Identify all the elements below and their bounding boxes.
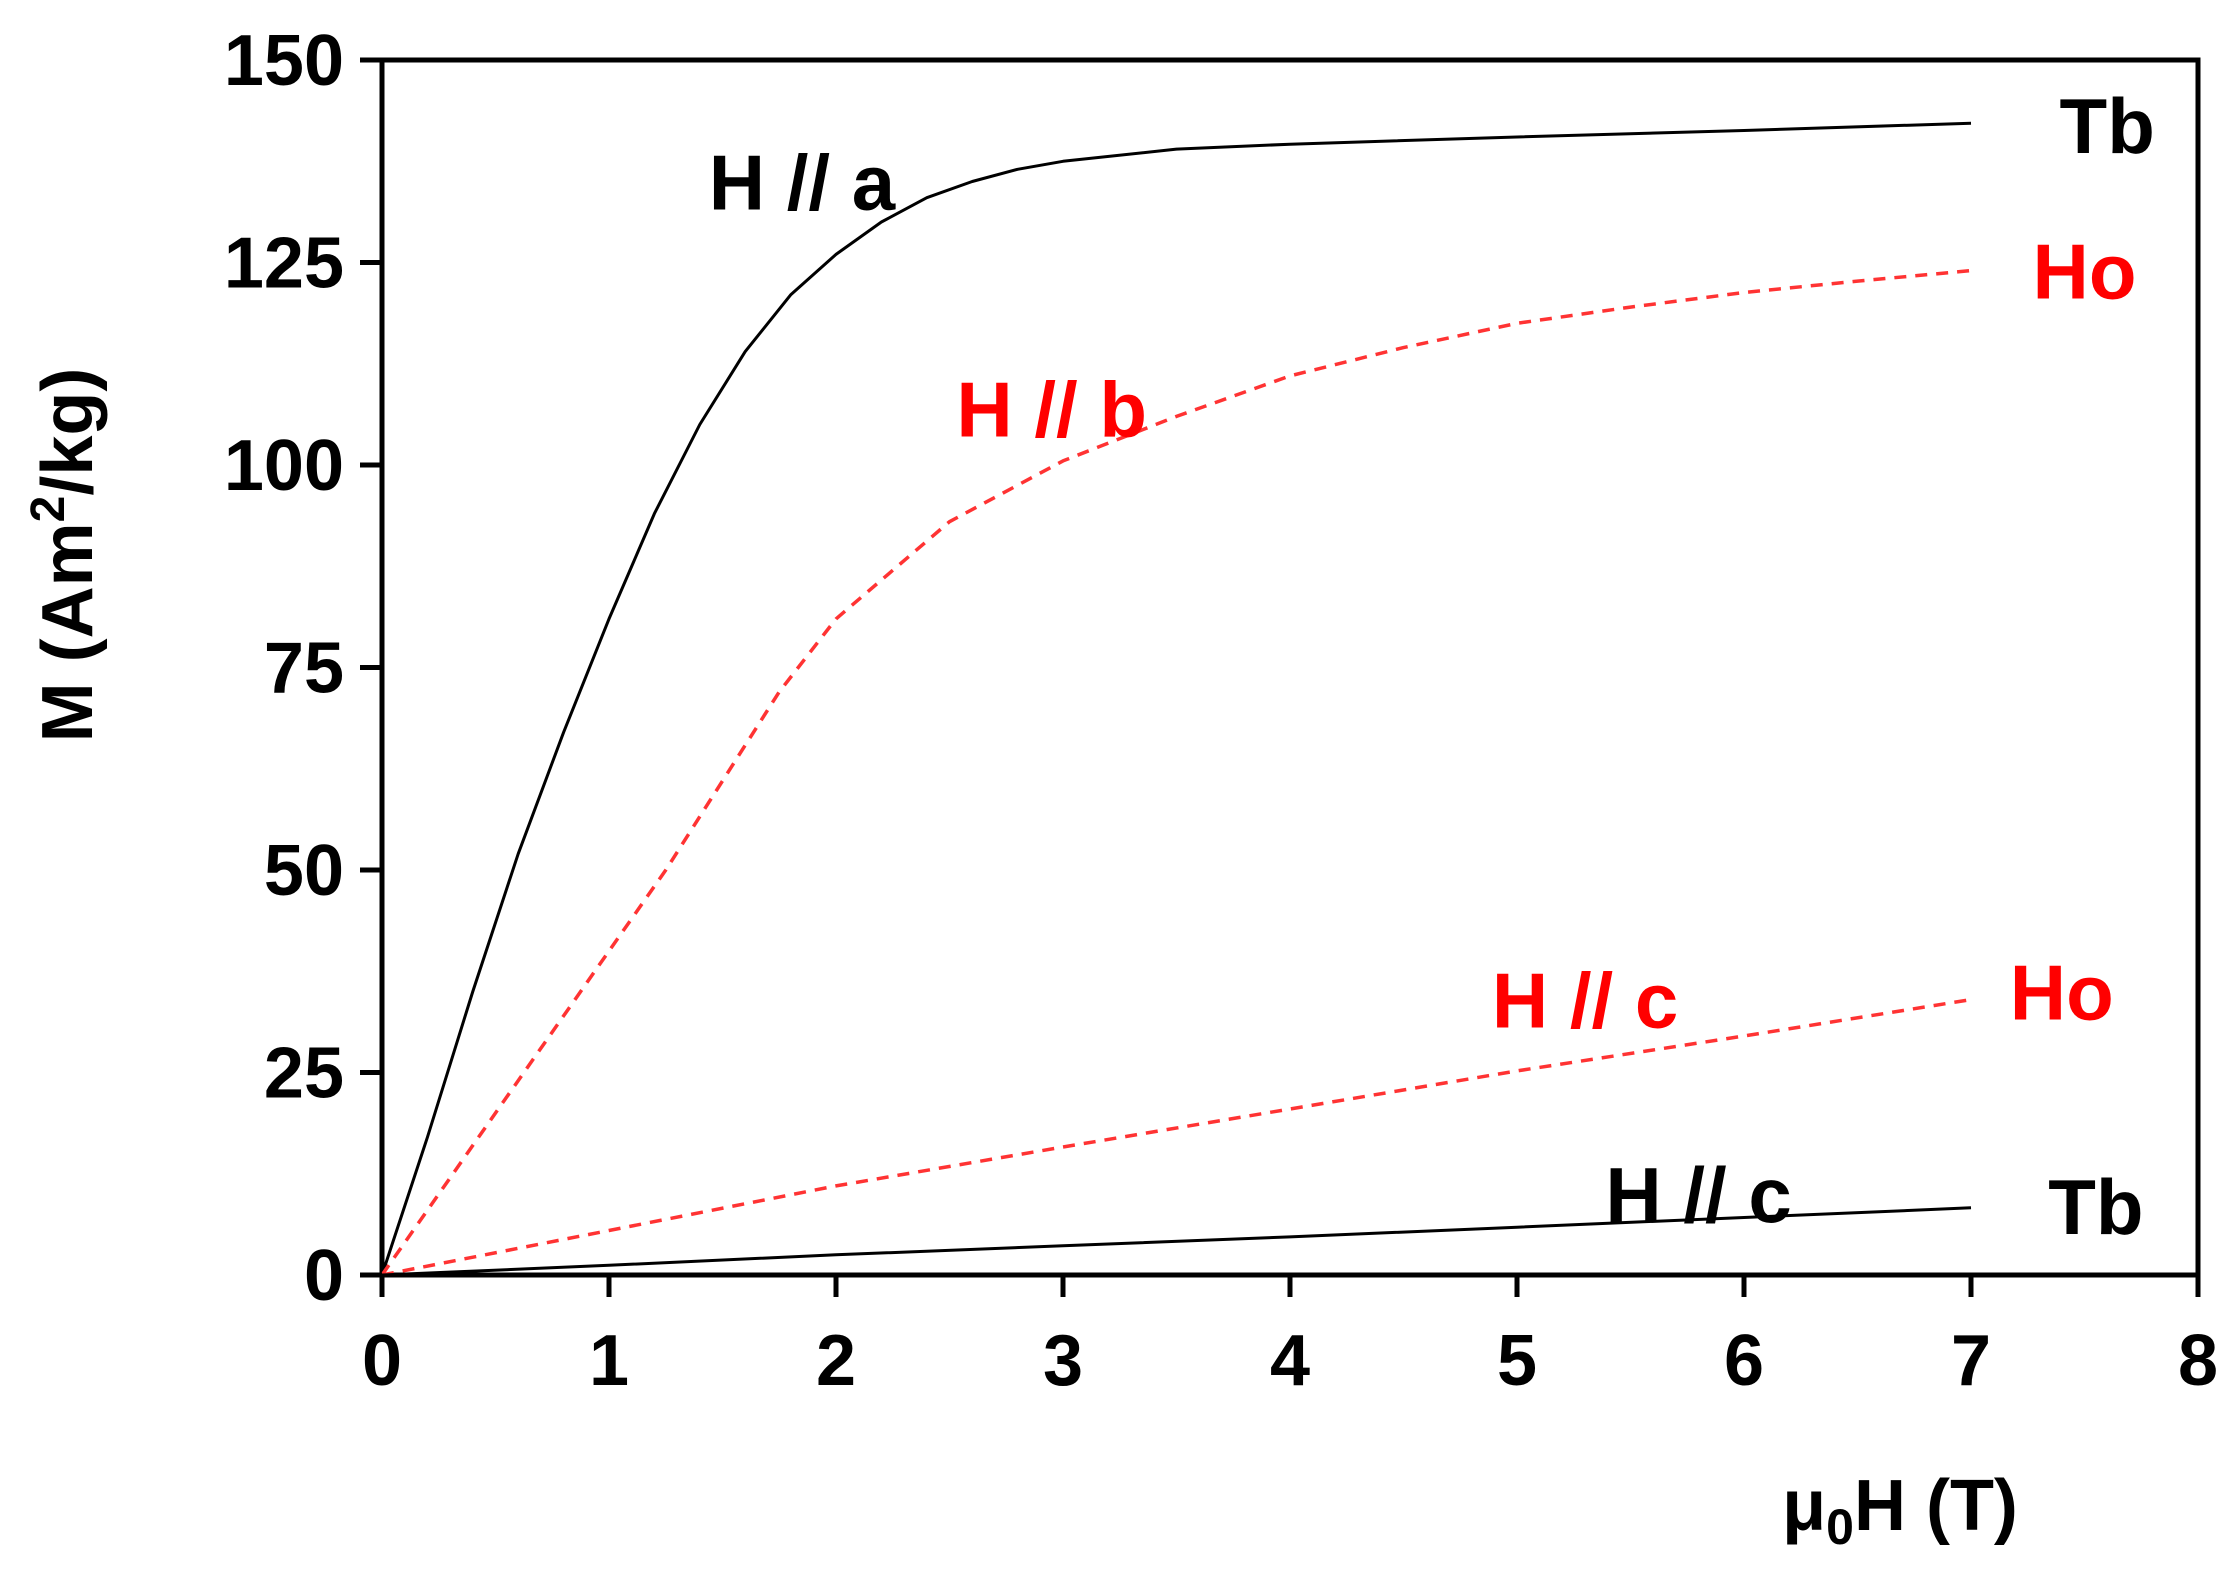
x-tick-label: 3: [1043, 1321, 1083, 1401]
annotation-label: Tb: [2048, 1163, 2143, 1251]
x-tick-label: 6: [1724, 1321, 1764, 1401]
y-tick-label: 0: [304, 1236, 344, 1316]
x-axis-title-mu: μ: [1782, 1466, 1826, 1546]
y-tick-label: 75: [264, 629, 344, 709]
x-tick-label: 8: [2178, 1321, 2218, 1401]
x-tick-label: 1: [589, 1321, 629, 1401]
x-tick-label: 4: [1270, 1321, 1310, 1401]
annotation-label: H // a: [709, 139, 896, 227]
plot-frame: [379, 57, 2201, 1278]
annotation-label: H // c: [1605, 1151, 1791, 1239]
y-tick-label: 125: [224, 224, 344, 304]
x-axis-title: μ0H (T): [1782, 1466, 2018, 1555]
annotation-layer: H // a Tb H // b Ho H // c Ho H // c Tb: [709, 82, 2155, 1251]
series-layer: [380, 121, 1972, 1277]
annotation-label: Ho: [2010, 949, 2114, 1037]
y-tick-label: 50: [264, 831, 344, 911]
x-tick-label: 5: [1497, 1321, 1537, 1401]
annotation-label: H // c: [1492, 957, 1678, 1045]
x-tick-label: 7: [1951, 1321, 1991, 1401]
x-axis-title-sub: 0: [1826, 1499, 1854, 1555]
y-axis-title-pre: M (Am: [28, 522, 108, 742]
y-tick-label: 150: [224, 21, 344, 101]
series-line-1: [380, 268, 1972, 1277]
x-tick-label: 0: [362, 1321, 402, 1401]
x-tick-label: 2: [816, 1321, 856, 1401]
y-axis-title-sup: 2: [22, 496, 75, 523]
y-tick-label: 100: [224, 426, 344, 506]
annotation-label: Ho: [2033, 228, 2137, 316]
x-axis-title-rest: H (T): [1854, 1466, 2018, 1546]
y-tick-label: 25: [264, 1034, 344, 1114]
series-line-2: [381, 997, 1972, 1277]
series-line-0: [380, 121, 1972, 1276]
annotation-label: H // b: [956, 365, 1147, 453]
y-axis-title: M (Am2/kg): [22, 368, 108, 743]
tick-layer: 0 1 2 3 4 5 6 7 8 0 25 50 75 100 125 150: [224, 21, 2218, 1401]
annotation-label: Tb: [2060, 82, 2155, 170]
y-axis-title-post: /kg): [28, 368, 108, 496]
series-line-3: [381, 1206, 1972, 1277]
